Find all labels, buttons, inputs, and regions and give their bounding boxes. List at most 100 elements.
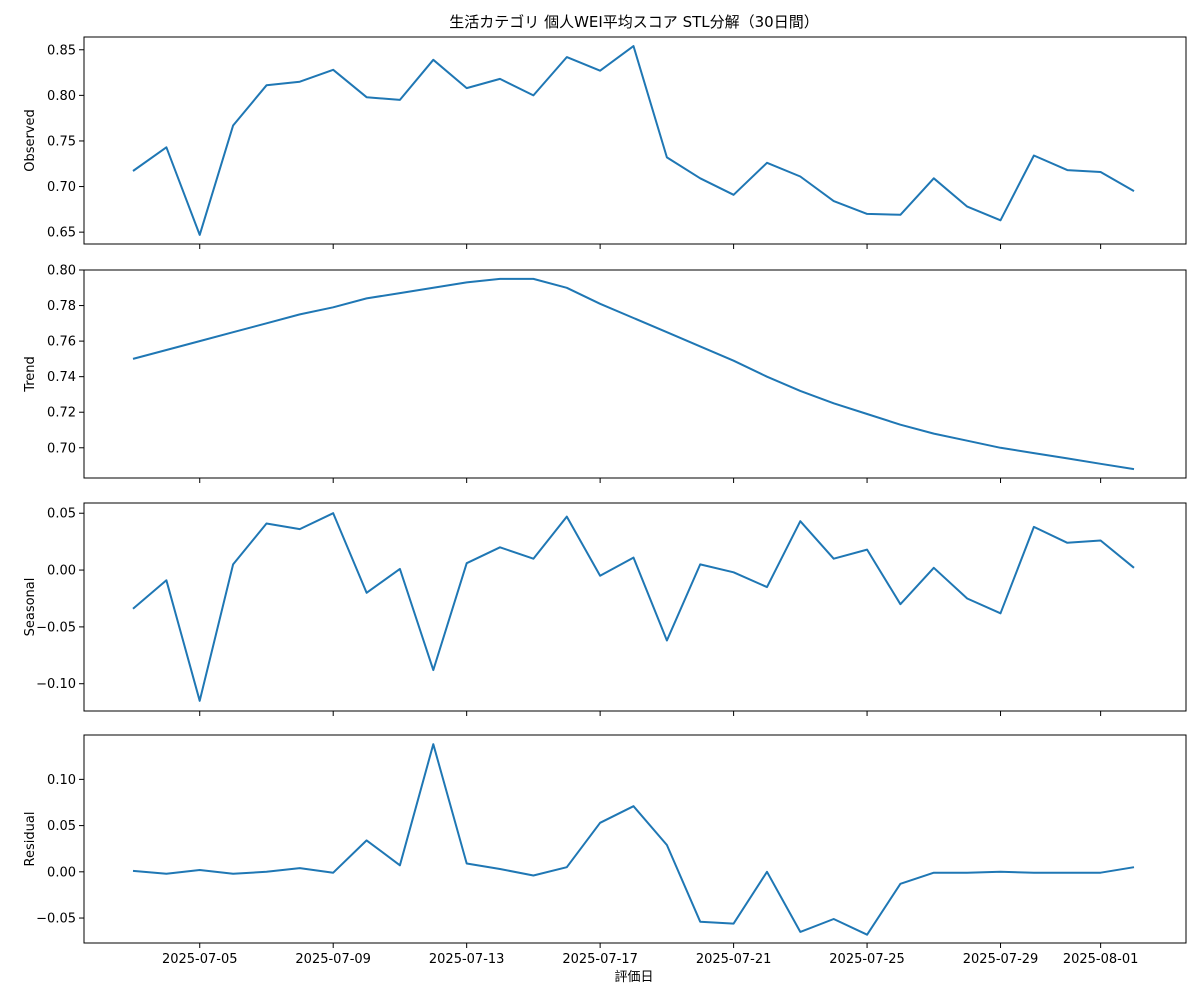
seasonal-data-point bbox=[966, 597, 968, 599]
residual-data-point bbox=[532, 874, 534, 876]
seasonal-panel-frame bbox=[83, 502, 1187, 712]
residual-data-point bbox=[332, 872, 334, 874]
seasonal-data-point bbox=[132, 608, 134, 610]
residual-data-point bbox=[699, 921, 701, 923]
residual-y-tick-label: −0.05 bbox=[36, 912, 76, 927]
x-axis-title: 評価日 bbox=[614, 970, 653, 985]
observed-data-point bbox=[365, 96, 367, 98]
observed-data-point bbox=[165, 146, 167, 148]
observed-data-point bbox=[766, 162, 768, 164]
residual-data-point bbox=[866, 934, 868, 936]
trend-data-point bbox=[466, 281, 468, 283]
seasonal-data-point bbox=[432, 669, 434, 671]
seasonal-data-point bbox=[499, 546, 501, 548]
trend-series-line bbox=[132, 277, 1135, 471]
observed-y-tick-label: 0.85 bbox=[47, 43, 76, 58]
seasonal-data-point bbox=[833, 558, 835, 560]
observed-data-point bbox=[232, 124, 234, 126]
observed-y-tick-label: 0.80 bbox=[47, 89, 76, 104]
residual-data-point bbox=[966, 872, 968, 874]
observed-y-axis-title: Observed bbox=[23, 109, 38, 172]
seasonal-data-point bbox=[933, 567, 935, 569]
trend-data-point bbox=[499, 278, 501, 280]
seasonal-data-point bbox=[399, 568, 401, 570]
trend-data-point bbox=[1133, 468, 1135, 470]
seasonal-data-point bbox=[532, 558, 534, 560]
residual-data-point bbox=[265, 871, 267, 873]
trend-data-point bbox=[699, 345, 701, 347]
residual-data-point bbox=[432, 743, 434, 745]
residual-data-point bbox=[799, 931, 801, 933]
observed-data-point bbox=[732, 194, 734, 196]
residual-data-point bbox=[833, 918, 835, 920]
residual-data-point bbox=[365, 839, 367, 841]
trend-data-point bbox=[1033, 452, 1035, 454]
trend-data-point bbox=[432, 287, 434, 289]
seasonal-data-point bbox=[866, 548, 868, 550]
seasonal-data-point bbox=[1133, 567, 1135, 569]
residual-y-tick-label: 0.05 bbox=[47, 819, 76, 834]
trend-y-tick-label: 0.78 bbox=[47, 299, 76, 314]
trend-data-point bbox=[399, 292, 401, 294]
observed-data-point bbox=[933, 177, 935, 179]
residual-data-point bbox=[632, 805, 634, 807]
trend-data-point bbox=[833, 402, 835, 404]
seasonal-data-point bbox=[699, 563, 701, 565]
observed-data-point bbox=[632, 45, 634, 47]
trend-data-point bbox=[933, 432, 935, 434]
trend-y-tick-label: 0.70 bbox=[47, 441, 76, 456]
seasonal-y-tick-label: −0.05 bbox=[36, 620, 76, 635]
observed-data-point bbox=[866, 213, 868, 215]
trend-data-point bbox=[365, 297, 367, 299]
trend-data-point bbox=[132, 358, 134, 360]
observed-data-point bbox=[466, 87, 468, 89]
trend-data-point bbox=[999, 447, 1001, 449]
observed-data-point bbox=[299, 81, 301, 83]
residual-y-axis-title: Residual bbox=[23, 812, 38, 867]
trend-data-point bbox=[632, 317, 634, 319]
residual-data-point bbox=[1066, 872, 1068, 874]
observed-data-point bbox=[833, 200, 835, 202]
observed-data-point bbox=[199, 234, 201, 236]
observed-data-point bbox=[666, 156, 668, 158]
observed-data-point bbox=[599, 70, 601, 72]
trend-y-tick-label: 0.80 bbox=[47, 264, 76, 279]
residual-y-tick-label: 0.00 bbox=[47, 865, 76, 880]
trend-data-point bbox=[232, 331, 234, 333]
residual-y-tick-label: 0.10 bbox=[47, 773, 76, 788]
residual-data-point bbox=[399, 864, 401, 866]
trend-data-point bbox=[766, 376, 768, 378]
seasonal-y-tick-label: 0.05 bbox=[47, 507, 76, 522]
trend-data-point bbox=[799, 390, 801, 392]
observed-data-point bbox=[699, 177, 701, 179]
residual-data-point bbox=[499, 868, 501, 870]
residual-data-point bbox=[732, 922, 734, 924]
residual-data-point bbox=[599, 822, 601, 824]
observed-data-point bbox=[399, 99, 401, 101]
x-tick-label: 2025-07-29 bbox=[963, 952, 1039, 967]
trend-data-point bbox=[332, 306, 334, 308]
residual-series-line bbox=[132, 743, 1135, 936]
seasonal-data-point bbox=[999, 612, 1001, 614]
trend-data-point bbox=[165, 349, 167, 351]
residual-data-point bbox=[999, 871, 1001, 873]
seasonal-y-axis-title: Seasonal bbox=[23, 578, 38, 637]
trend-panel-frame bbox=[83, 269, 1187, 479]
seasonal-data-point bbox=[799, 520, 801, 522]
x-tick-label: 2025-07-17 bbox=[562, 952, 638, 967]
seasonal-data-point bbox=[732, 571, 734, 573]
seasonal-data-point bbox=[666, 639, 668, 641]
trend-data-point bbox=[299, 313, 301, 315]
observed-y-tick-label: 0.75 bbox=[47, 134, 76, 149]
seasonal-data-point bbox=[599, 575, 601, 577]
residual-data-point bbox=[1033, 872, 1035, 874]
trend-data-point bbox=[532, 278, 534, 280]
observed-data-point bbox=[132, 170, 134, 172]
observed-data-point bbox=[799, 175, 801, 177]
residual-data-point bbox=[232, 873, 234, 875]
observed-data-point bbox=[1066, 169, 1068, 171]
trend-data-point bbox=[1066, 457, 1068, 459]
seasonal-y-tick-label: 0.00 bbox=[47, 564, 76, 579]
residual-data-point bbox=[1133, 866, 1135, 868]
trend-data-point bbox=[566, 287, 568, 289]
